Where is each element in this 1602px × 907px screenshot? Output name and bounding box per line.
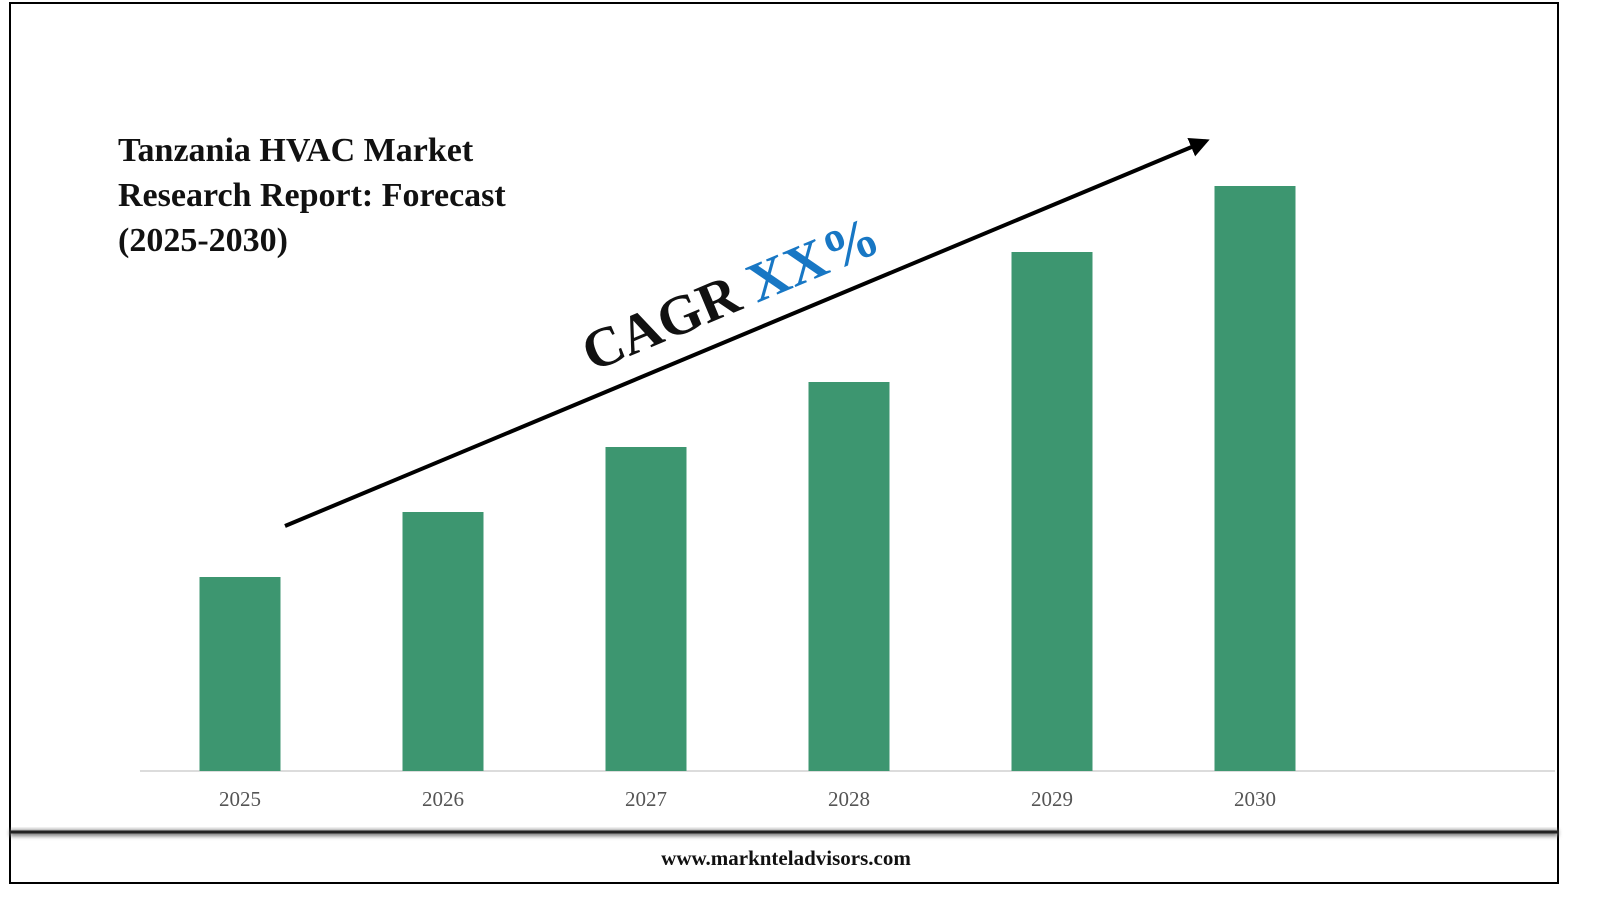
x-tick-label: 2025 xyxy=(219,787,261,811)
x-tick-label: 2030 xyxy=(1234,787,1276,811)
cagr-value: XX% xyxy=(738,205,888,315)
frame xyxy=(9,2,1559,884)
footer-url: www.marknteladvisors.com xyxy=(661,846,911,870)
x-tick-label: 2027 xyxy=(625,787,667,811)
chart-title: Tanzania HVAC Market Research Report: Fo… xyxy=(118,132,506,259)
bar xyxy=(402,512,484,771)
cagr-label: CAGR xyxy=(573,263,750,384)
bar xyxy=(1011,252,1093,771)
trend-arrow xyxy=(284,137,1210,528)
x-tick-label: 2029 xyxy=(1031,787,1073,811)
bar xyxy=(1214,186,1296,771)
bar xyxy=(808,382,890,771)
x-tick-label: 2026 xyxy=(422,787,464,811)
bar xyxy=(199,577,281,771)
x-tick-label: 2028 xyxy=(828,787,870,811)
bar xyxy=(605,447,687,771)
